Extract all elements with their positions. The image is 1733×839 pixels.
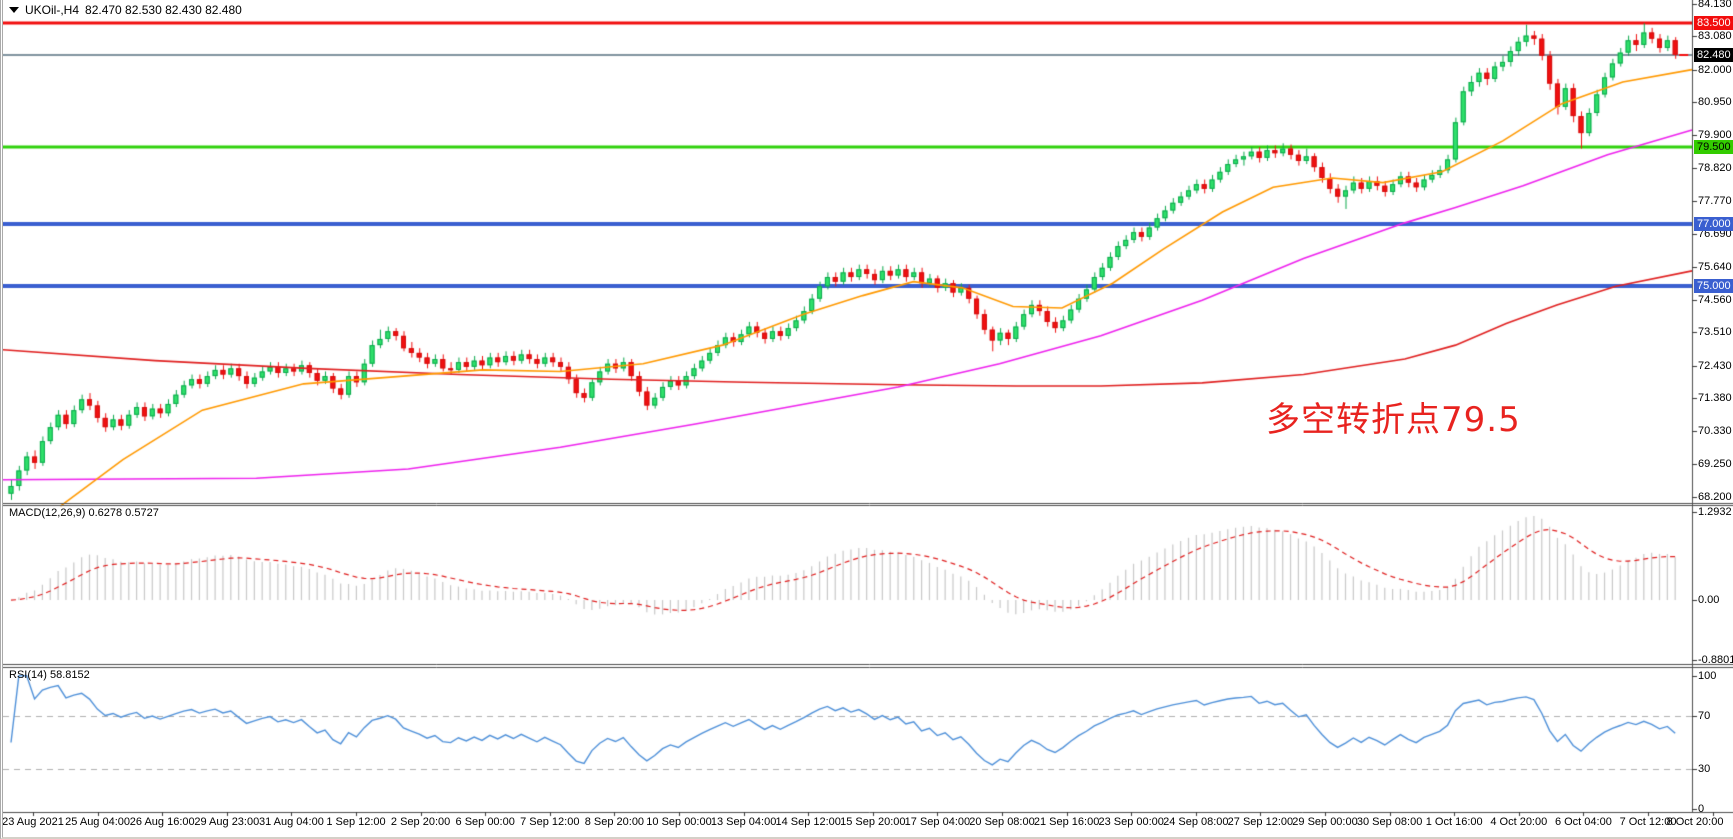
price-tick-label: 73.510: [1698, 326, 1732, 339]
time-axis-label: 21 Sep 16:00: [1033, 816, 1100, 828]
time-axis-label: 23 Sep 00:00: [1098, 816, 1164, 828]
time-axis-label: 10 Sep 00:00: [646, 816, 712, 828]
macd-indicator-label: MACD(12,26,9) 0.6278 0.5727: [9, 507, 159, 519]
price-tick-label: 74.560: [1698, 293, 1732, 306]
price-axis[interactable]: [1693, 0, 1733, 812]
price-level-badge: 77.000: [1694, 217, 1733, 232]
time-axis-label: 25 Aug 04:00: [65, 816, 131, 828]
time-axis-label: 30 Sep 08:00: [1356, 816, 1423, 828]
chart-titlebar: UKOil-,H4 82.470 82.530 82.430 82.480: [9, 3, 242, 17]
time-axis-label: 14 Sep 12:00: [775, 816, 841, 828]
price-level-badge: 79.500: [1694, 140, 1733, 155]
price-level-badge: 82.480: [1694, 47, 1733, 62]
macd-tick-label: 0.00: [1698, 594, 1720, 607]
time-axis-label: 6 Oct 04:00: [1554, 816, 1612, 828]
symbol-period-label: UKOil-,H4: [25, 3, 80, 17]
macd-tick-label: -0.8801: [1698, 654, 1733, 667]
time-axis-label: 13 Sep 04:00: [710, 816, 777, 828]
time-axis-label: 24 Sep 08:00: [1163, 816, 1229, 828]
rsi-name: RSI(14): [9, 669, 47, 681]
time-axis-label: 26 Aug 16:00: [129, 816, 195, 828]
macd-current-values: 0.6278 0.5727: [88, 507, 159, 519]
price-tick-label: 70.330: [1698, 424, 1732, 437]
price-tick-label: 80.950: [1698, 96, 1732, 109]
price-tick-label: 69.250: [1698, 458, 1732, 471]
time-axis-label: 6 Sep 00:00: [455, 816, 515, 828]
time-axis-label: 23 Aug 2021: [2, 816, 64, 828]
time-axis-label: 29 Sep 00:00: [1292, 816, 1358, 828]
macd-tick-label: 1.2932: [1698, 505, 1732, 518]
rsi-tick-label: 100: [1698, 669, 1717, 682]
rsi-current-value: 58.8152: [49, 669, 90, 681]
rsi-tick-label: 70: [1698, 709, 1711, 722]
time-axis-label: 1 Sep 12:00: [326, 816, 386, 828]
time-axis-label: 31 Aug 04:00: [258, 816, 324, 828]
price-level-badge: 83.500: [1694, 16, 1733, 31]
price-tick-label: 77.770: [1698, 194, 1732, 207]
time-axis-label: 15 Sep 20:00: [840, 816, 906, 828]
time-axis-label: 27 Sep 12:00: [1227, 816, 1294, 828]
rsi-indicator-label: RSI(14) 58.8152: [9, 669, 90, 681]
price-tick-label: 72.430: [1698, 359, 1732, 372]
price-tick-label: 75.640: [1698, 260, 1732, 273]
rsi-tick-label: 0: [1698, 803, 1705, 816]
ohlc-quote-line: 82.470 82.530 82.430 82.480: [85, 3, 242, 17]
time-axis-label: 8 Oct 20:00: [1666, 816, 1724, 828]
rsi-tick-label: 30: [1698, 763, 1711, 776]
time-axis-label: 29 Aug 23:00: [194, 816, 260, 828]
price-tick-label: 71.380: [1698, 392, 1732, 405]
price-tick-label: 84.130: [1698, 0, 1732, 10]
time-axis-label: 17 Sep 04:00: [904, 816, 971, 828]
time-axis-label: 7 Sep 12:00: [520, 816, 580, 828]
macd-name: MACD(12,26,9): [9, 507, 86, 519]
time-axis-label: 1 Oct 16:00: [1425, 816, 1483, 828]
price-tick-label: 78.820: [1698, 162, 1732, 175]
time-axis-label: 8 Sep 20:00: [584, 816, 645, 828]
time-axis-label: 2 Sep 20:00: [390, 816, 451, 828]
time-axis-label: 4 Oct 20:00: [1490, 816, 1548, 828]
price-tick-label: 68.200: [1698, 490, 1732, 503]
price-tick-label: 79.900: [1698, 128, 1732, 141]
price-tick-label: 83.080: [1698, 30, 1732, 43]
price-tick-label: 82.000: [1698, 63, 1732, 76]
time-axis-label: 20 Sep 08:00: [969, 816, 1035, 828]
time-axis-label: 7 Oct 12:00: [1619, 816, 1677, 828]
symbol-dropdown-icon[interactable]: [9, 7, 19, 13]
chart-annotation-text: 多空转折点79.5: [1266, 400, 1521, 440]
chart-canvas[interactable]: [3, 0, 1733, 837]
price-level-badge: 75.000: [1694, 279, 1733, 294]
